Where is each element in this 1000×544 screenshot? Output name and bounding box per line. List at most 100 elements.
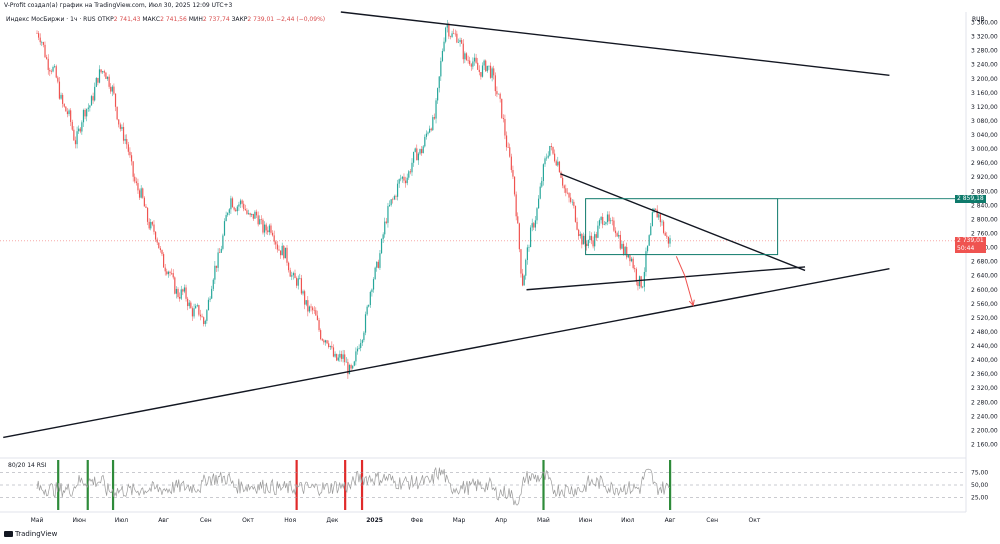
candle-body xyxy=(457,41,460,43)
candle-body xyxy=(554,153,556,162)
candle-body xyxy=(321,339,323,341)
candle-body xyxy=(547,155,549,158)
candle-body xyxy=(429,128,431,133)
candle-body xyxy=(477,62,479,70)
candle-body xyxy=(342,354,344,359)
candle-body xyxy=(384,221,386,235)
x-tick-label: Окт xyxy=(242,517,254,524)
candle-body xyxy=(52,66,54,72)
candle-body xyxy=(39,37,41,43)
currency-label[interactable]: RUB xyxy=(972,16,985,23)
candle-body xyxy=(180,289,182,299)
candle-body xyxy=(368,304,370,307)
candle-body xyxy=(289,270,291,277)
candle-body xyxy=(656,209,658,218)
candle-body xyxy=(464,53,466,60)
y-tick-label: 2 600,00 xyxy=(971,287,998,294)
low-label: МИН xyxy=(188,16,203,23)
high-value: 2 741,56 xyxy=(160,16,187,23)
open-label: ОТКР xyxy=(97,16,114,23)
candle-body xyxy=(541,180,543,187)
y-tick-label: 2 840,00 xyxy=(971,202,998,209)
candle-body xyxy=(626,246,628,258)
rsi-level-label: 25,00 xyxy=(971,495,988,502)
x-tick-label: 2025 xyxy=(366,517,383,524)
y-tick-label: 2 240,00 xyxy=(971,413,998,420)
candle-body xyxy=(65,106,67,112)
candle-body xyxy=(299,278,301,279)
candle-body xyxy=(648,235,650,246)
candle-body xyxy=(239,200,242,205)
candle-body xyxy=(469,60,471,65)
candle-body xyxy=(632,258,634,268)
candle-body xyxy=(82,109,85,123)
candle-body xyxy=(651,212,653,227)
candle-body xyxy=(324,340,327,343)
candle-body xyxy=(662,221,665,233)
last-price-countdown: 50:44 xyxy=(957,244,975,252)
y-tick-label: 3 320,00 xyxy=(971,34,998,41)
rsi-line xyxy=(36,466,671,506)
candle-body xyxy=(595,234,597,238)
candle-body xyxy=(116,106,118,120)
candle-body xyxy=(212,279,214,289)
candle-body xyxy=(388,204,391,207)
candle-body xyxy=(549,145,551,156)
candle-body xyxy=(421,149,423,154)
y-tick-label: 2 440,00 xyxy=(971,343,998,350)
candle-body xyxy=(292,273,295,276)
candle-body xyxy=(558,161,561,173)
candle-body xyxy=(203,317,205,325)
candle-body xyxy=(318,320,320,331)
y-tick-label: 2 280,00 xyxy=(971,399,998,406)
candle-body xyxy=(400,178,402,180)
candle-body xyxy=(637,281,639,287)
candle-body xyxy=(142,188,144,198)
candle-body xyxy=(304,291,306,305)
candle-body xyxy=(244,209,246,211)
y-tick-label: 2 320,00 xyxy=(971,385,998,392)
candle-body xyxy=(153,224,155,232)
candle-body xyxy=(87,107,89,109)
candle-body xyxy=(167,271,170,275)
candle-body xyxy=(230,198,232,210)
candle-body xyxy=(438,76,440,89)
candle-body xyxy=(54,66,56,67)
candle-body xyxy=(320,330,322,340)
last-price-badge: 2 739,01 50:44 xyxy=(955,236,986,253)
candle-body xyxy=(616,233,618,237)
y-tick-label: 2 960,00 xyxy=(971,160,998,167)
y-tick-label: 2 640,00 xyxy=(971,273,998,280)
candle-body xyxy=(380,239,383,254)
candle-body xyxy=(486,65,488,72)
candle-body xyxy=(664,232,666,236)
candle-body xyxy=(334,353,336,357)
rsi-signal-bar xyxy=(669,460,672,510)
candle-body xyxy=(445,27,447,42)
candle-body xyxy=(331,346,333,348)
rsi-indicator-label[interactable]: 80/20 14 RSI xyxy=(8,462,47,469)
candle-body xyxy=(220,248,222,253)
candle-body xyxy=(403,176,405,181)
candle-body xyxy=(286,247,288,263)
symbol-name[interactable]: Индекс МосБиржи · 1ч · RUS xyxy=(6,16,96,23)
candle-body xyxy=(459,40,461,42)
candle-body xyxy=(260,219,262,220)
candle-body xyxy=(124,139,126,141)
candle-body xyxy=(36,33,38,34)
candle-body xyxy=(132,161,134,177)
tradingview-logo-icon xyxy=(4,531,13,537)
candle-body xyxy=(129,151,131,156)
candle-body xyxy=(470,64,472,67)
candle-body xyxy=(542,164,544,181)
candle-body xyxy=(175,289,178,294)
candle-body xyxy=(223,221,226,236)
candle-body xyxy=(485,60,487,72)
candle-body xyxy=(666,235,668,237)
candle-body xyxy=(122,126,125,141)
candle-body xyxy=(199,314,202,317)
candle-body xyxy=(151,221,153,225)
rsi-signal-bar xyxy=(111,460,115,510)
candle-body xyxy=(58,81,61,99)
